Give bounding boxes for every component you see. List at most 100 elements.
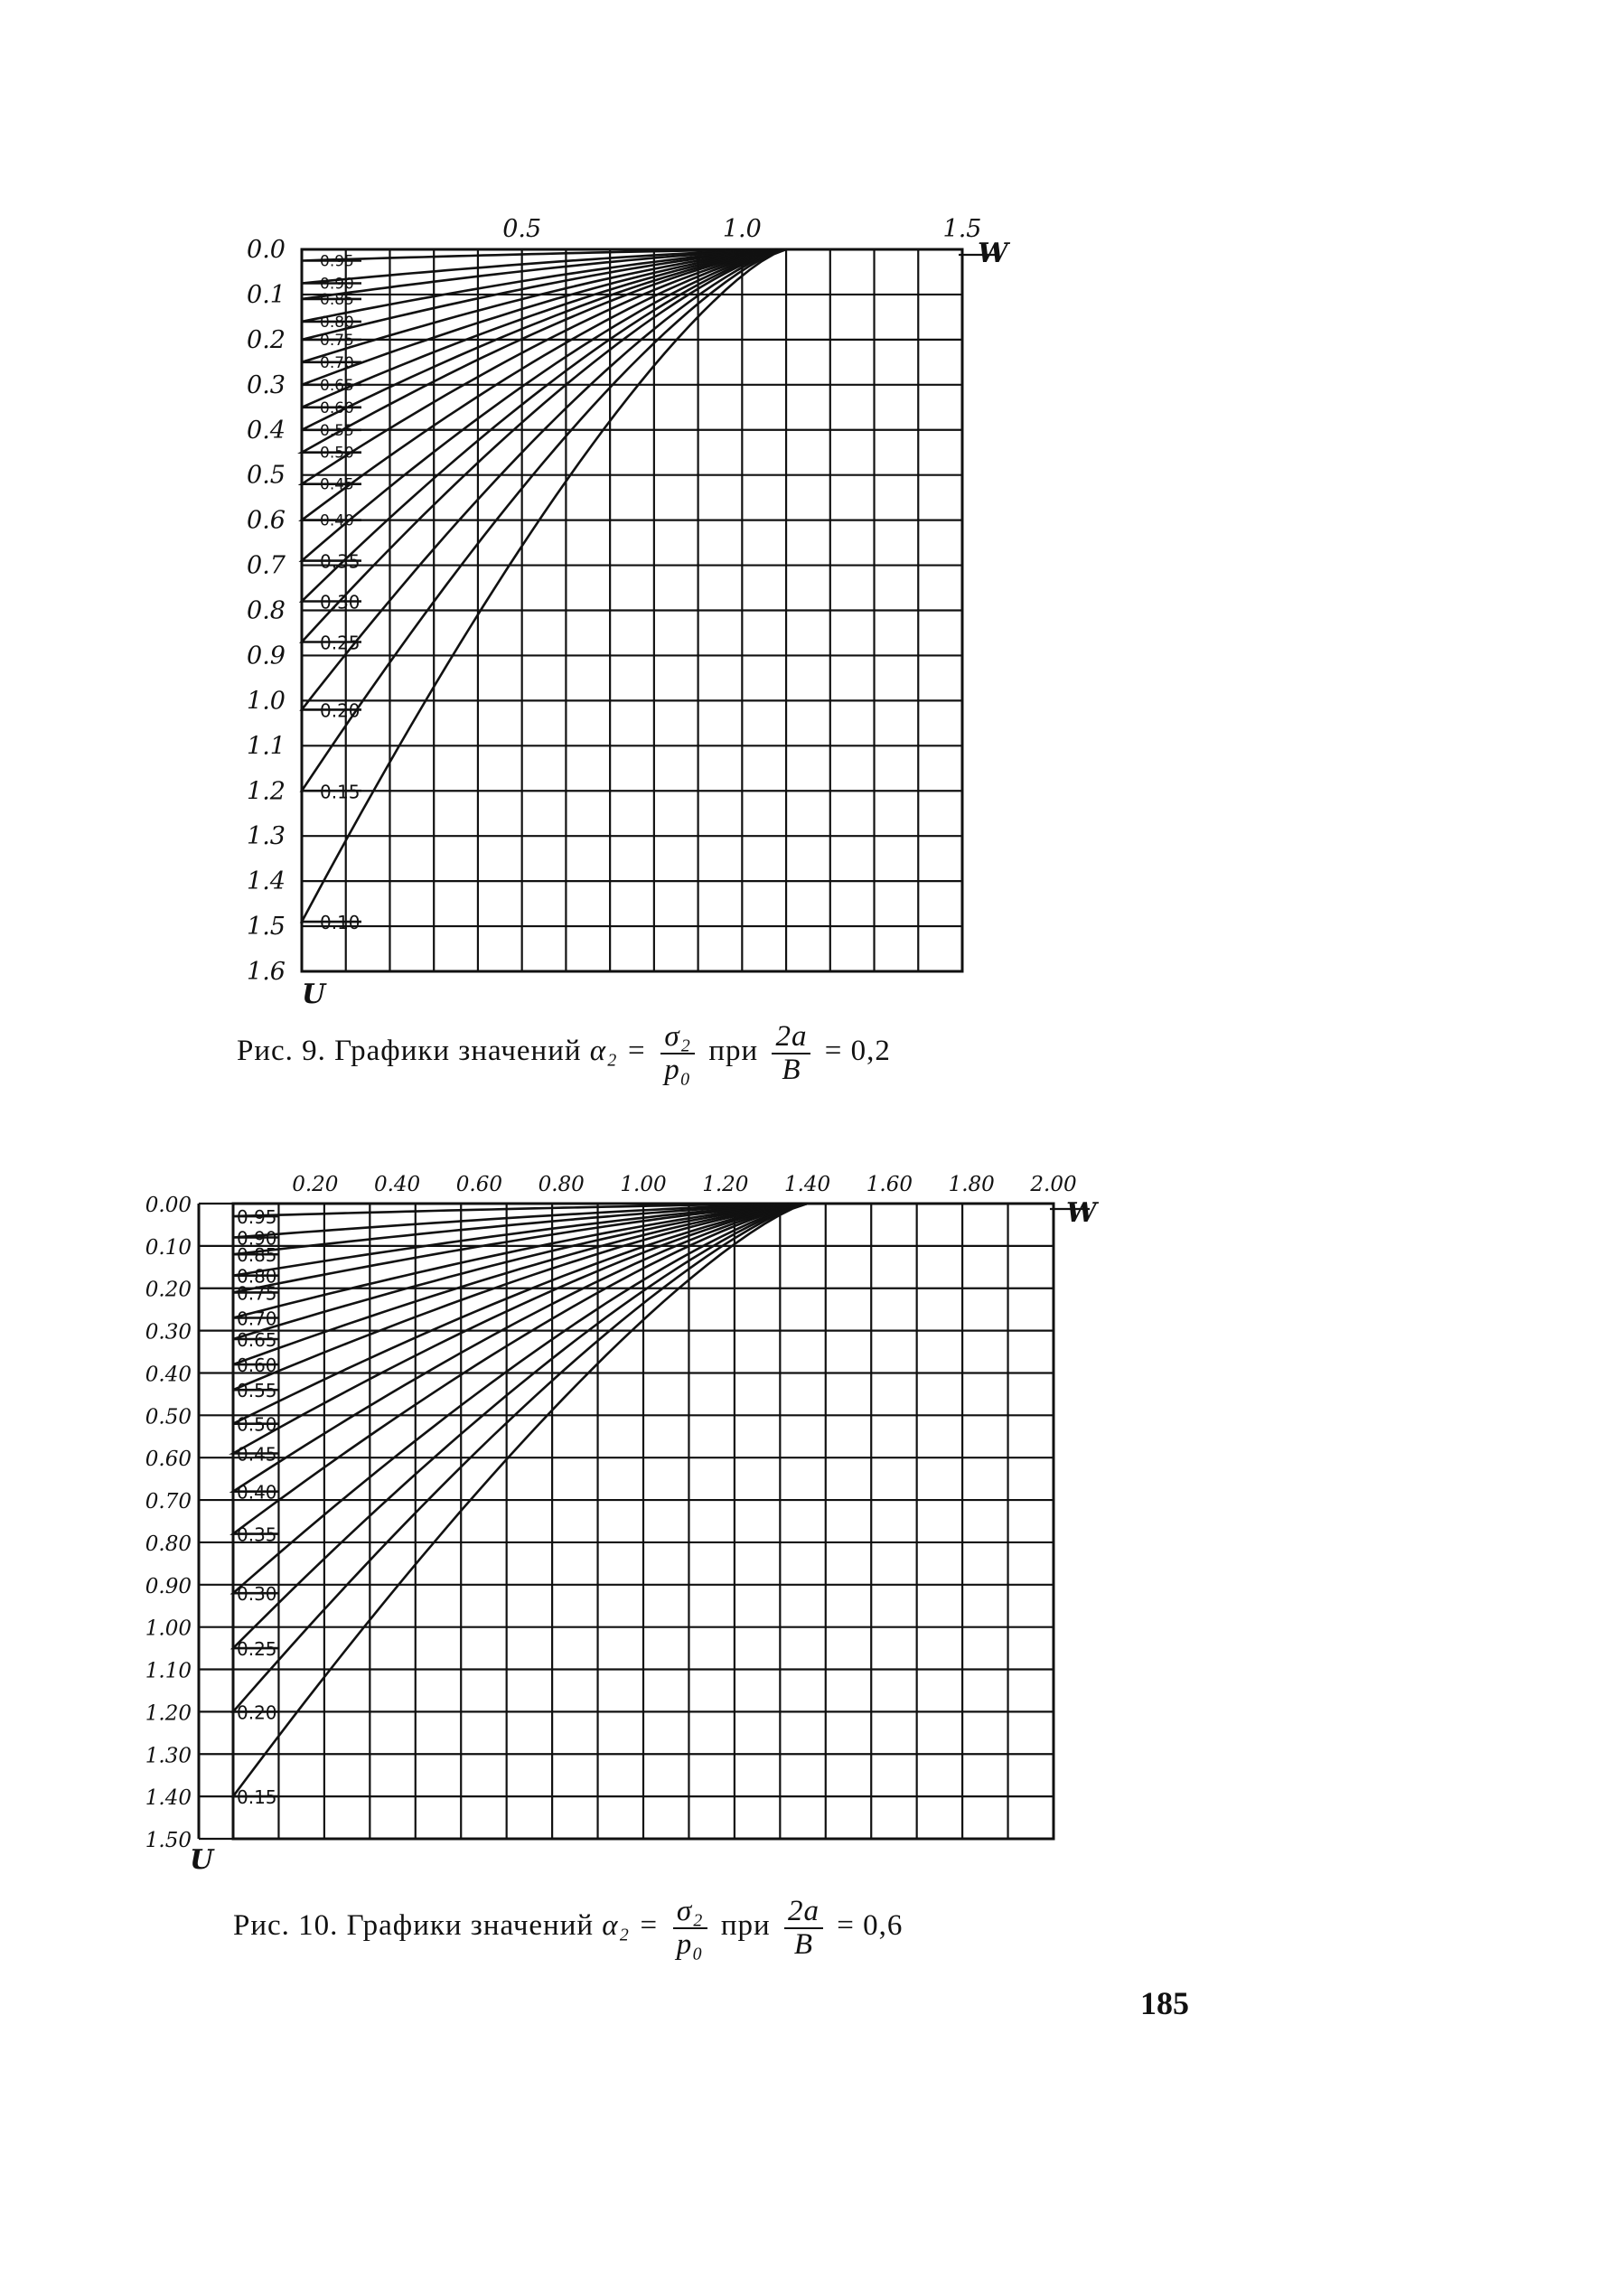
series-label: 0.85 (237, 1244, 277, 1266)
series-line (229, 1202, 808, 1493)
y-tick-label: 1.00 (145, 1617, 192, 1641)
y-tick-label: 0.5 (247, 462, 286, 490)
x-tick-label: 1.20 (702, 1173, 748, 1196)
series-line (232, 1202, 808, 1392)
x-axis-label: W (978, 238, 1011, 269)
series-line (301, 248, 787, 342)
series-line (301, 248, 787, 285)
y-tick-label: 1.0 (247, 687, 286, 715)
series-label: 0.65 (237, 1329, 277, 1351)
series-line (232, 1202, 808, 1319)
series-line (232, 1202, 808, 1218)
series-label: 0.50 (320, 445, 354, 463)
y-tick-label: 0.00 (145, 1194, 192, 1217)
series-label: 0.75 (237, 1282, 277, 1304)
series-label: 0.95 (320, 252, 354, 270)
y-tick-label: 0.3 (247, 371, 286, 399)
y-tick-label: 1.5 (247, 913, 286, 941)
series-line (232, 1202, 808, 1425)
x-tick-label: 1.0 (723, 215, 762, 243)
series-label: 0.25 (237, 1638, 277, 1660)
series-label: 0.45 (320, 476, 354, 494)
y-tick-label: 0.90 (145, 1575, 192, 1598)
y-tick-label: 0.20 (145, 1279, 192, 1302)
caption-fig9: Рис. 9. Графики значений α₂ = σ₂ p₀ при … (237, 1021, 891, 1085)
x-tick-label: 1.40 (784, 1173, 830, 1196)
x-tick-label: 0.80 (539, 1173, 585, 1196)
series-line (299, 248, 787, 643)
series-line (230, 1202, 808, 1713)
series-label: 0.40 (320, 512, 354, 530)
y-tick-label: 0.4 (247, 417, 286, 445)
y-tick-label: 0.0 (247, 236, 286, 264)
series-line (232, 1202, 808, 1256)
series-label: 0.45 (237, 1444, 277, 1466)
y-tick-label: 1.6 (247, 958, 286, 986)
x-tick-label: 0.20 (292, 1173, 338, 1196)
series-line (298, 248, 787, 562)
caption-suffix: = 0,6 (837, 1909, 904, 1943)
series-line (301, 248, 787, 323)
series-label: 0.90 (320, 275, 354, 293)
caption-fig10: Рис. 10. Графики значений α₂ = σ₂ p₀ при… (233, 1896, 903, 1960)
caption-prefix: Рис. 10. Графики значений (233, 1909, 595, 1943)
x-axis-label: W (1066, 1197, 1100, 1229)
fraction-numerator: 2a (772, 1021, 811, 1054)
y-tick-label: 0.40 (145, 1363, 192, 1386)
series-line (301, 248, 787, 301)
y-tick-label: 1.4 (247, 867, 286, 895)
plot-frame (231, 1202, 1055, 1841)
series-label: 0.65 (320, 377, 354, 395)
series-label: 0.90 (237, 1227, 277, 1249)
y-tick-label: 0.6 (247, 507, 286, 535)
series-line (230, 1202, 809, 1798)
series-line (298, 248, 787, 521)
series-line (298, 248, 787, 603)
y-tick-label: 1.1 (247, 732, 286, 760)
y-tick-label: 0.10 (145, 1236, 192, 1260)
series-line (232, 1202, 808, 1239)
series-label: 0.85 (320, 291, 354, 309)
fraction-numerator: 2a (783, 1896, 823, 1929)
fraction-numerator: σ₂ (660, 1021, 696, 1054)
x-tick-label: 0.5 (502, 215, 541, 243)
y-tick-label: 1.50 (145, 1829, 192, 1852)
caption-lhs: α₂ = (589, 1035, 648, 1068)
series-label: 0.10 (320, 912, 361, 933)
series-line (229, 1202, 808, 1455)
series-line (299, 248, 787, 923)
series-label: 0.20 (237, 1701, 277, 1723)
y-tick-label: 0.70 (145, 1490, 192, 1513)
series-label: 0.35 (237, 1524, 277, 1546)
caption-suffix: = 0,2 (824, 1035, 891, 1068)
y-tick-label: 0.7 (247, 552, 286, 580)
fraction-denominator: B (793, 1927, 814, 1961)
y-tick-label: 1.20 (145, 1701, 192, 1725)
y-tick-label: 1.3 (247, 822, 286, 850)
series-label: 0.15 (320, 781, 361, 802)
fraction-denominator: p₀ (676, 1927, 704, 1961)
caption-fraction-sigma: σ₂ p₀ (672, 1896, 707, 1961)
series-line (297, 248, 787, 485)
y-tick-label: 1.30 (145, 1744, 192, 1767)
series-label: 0.75 (320, 332, 354, 350)
caption-fraction-ratio: 2a B (772, 1021, 811, 1086)
series-label: 0.20 (320, 699, 361, 721)
fraction-numerator: σ₂ (672, 1896, 707, 1929)
x-tick-label: 2.00 (1029, 1173, 1076, 1196)
y-tick-label: 1.40 (145, 1786, 192, 1810)
y-axis-label: U (190, 1844, 215, 1876)
y-tick-label: 0.50 (145, 1405, 192, 1429)
y-tick-label: 0.9 (247, 642, 286, 670)
caption-prefix: Рис. 9. Графики значений (237, 1035, 582, 1068)
series-label: 0.40 (237, 1482, 277, 1504)
series-line (232, 1202, 808, 1277)
caption-fraction-ratio: 2a B (783, 1896, 823, 1961)
page-number: 185 (1140, 1985, 1189, 2021)
series-line (232, 1202, 808, 1294)
fraction-denominator: B (782, 1053, 801, 1086)
series-line (229, 1202, 808, 1535)
series-line (232, 1202, 808, 1341)
